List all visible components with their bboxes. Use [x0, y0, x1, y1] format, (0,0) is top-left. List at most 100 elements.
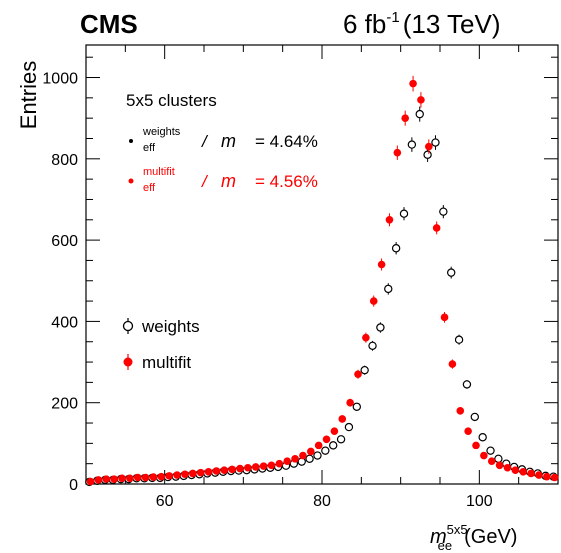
x-axis-label: m5x5 ee (GeV) — [430, 522, 517, 553]
data-point-weights — [384, 283, 393, 295]
data-point-multifit — [189, 469, 197, 478]
data-point-multifit — [244, 463, 252, 472]
data-point-weights — [336, 435, 346, 444]
data-point-weights — [494, 454, 503, 463]
data-point-weights — [407, 137, 417, 152]
data-point-multifit — [464, 427, 472, 435]
data-point-weights — [447, 266, 456, 279]
data-point-multifit — [133, 473, 142, 482]
data-point-weights — [344, 422, 354, 432]
data-point-multifit — [519, 468, 527, 476]
data-point-multifit — [141, 473, 150, 482]
legend-label-weights: weights — [141, 317, 200, 336]
data-point-multifit — [409, 75, 417, 92]
data-point-multifit — [220, 466, 229, 474]
data-point-multifit — [228, 465, 236, 474]
data-point-multifit — [440, 312, 449, 323]
data-point-multifit — [314, 441, 323, 450]
luminosity-label: 6 fb-1 (13 TeV) — [343, 9, 501, 39]
x-tick-label: 80 — [313, 493, 331, 510]
data-point-multifit — [291, 454, 299, 463]
luminosity-value: 6 fb — [343, 9, 386, 39]
data-point-weights — [431, 135, 440, 150]
data-point-multifit — [511, 466, 520, 474]
annotation-weights-slash: / — [201, 132, 209, 151]
data-point-multifit — [369, 295, 378, 307]
legend-item-weights: weights — [122, 317, 200, 336]
data-point-weights — [329, 441, 338, 450]
legend-item-multifit: multifit — [123, 353, 191, 372]
data-point-weights — [368, 340, 377, 351]
data-point-multifit — [86, 477, 95, 486]
data-point-multifit — [472, 441, 480, 450]
annotation-weights: weights eff / m = 4.64% — [129, 126, 318, 154]
data-point-weights — [399, 207, 409, 221]
annotation-multifit-sup: multifit — [143, 166, 175, 178]
data-point-multifit — [527, 469, 535, 478]
data-point-weights — [470, 412, 479, 422]
y-tick-label: 0 — [69, 477, 78, 494]
annotation-weights-marker — [129, 139, 133, 143]
annotation-multifit-slash: / — [201, 172, 209, 191]
data-point-multifit — [126, 474, 134, 483]
data-point-multifit — [94, 476, 103, 484]
y-axis-label: Entries — [16, 61, 41, 129]
data-point-multifit — [456, 407, 465, 415]
data-point-multifit — [236, 464, 244, 473]
y-tick-label: 200 — [51, 396, 78, 413]
data-point-multifit — [275, 459, 284, 468]
annotation-multifit-marker — [128, 178, 134, 184]
data-point-multifit — [322, 435, 331, 444]
data-point-weights — [360, 365, 369, 375]
x-axis-label-main: m — [430, 526, 447, 548]
data-point-multifit — [259, 462, 268, 470]
data-point-weights — [305, 454, 314, 463]
data-point-multifit — [346, 398, 354, 407]
data-point-multifit — [102, 475, 111, 483]
x-tick-label: 100 — [466, 493, 493, 510]
data-point-multifit — [283, 457, 292, 466]
data-point-multifit — [393, 145, 402, 160]
data-point-multifit — [299, 451, 307, 460]
data-point-weights — [391, 242, 401, 255]
data-point-multifit — [118, 474, 126, 483]
data-point-multifit — [417, 92, 425, 108]
plot-frame — [85, 44, 559, 485]
data-point-multifit — [157, 472, 166, 481]
data-point-multifit — [503, 463, 512, 472]
data-point-multifit — [149, 473, 158, 481]
legend-label-multifit: multifit — [142, 353, 191, 372]
x-axis-label-unit: (GeV) — [464, 526, 517, 548]
experiment-label: CMS — [80, 9, 138, 39]
data-point-weights — [454, 334, 464, 345]
annotation-weights-value: = 4.64% — [255, 132, 318, 151]
data-point-multifit — [487, 457, 496, 466]
annotation-weights-var: m — [221, 131, 236, 151]
data-point-multifit — [173, 471, 181, 479]
data-point-weights — [297, 457, 306, 466]
annotation-multifit-var: m — [221, 171, 236, 191]
data-point-multifit — [267, 461, 276, 470]
legend-marker-weights — [122, 320, 134, 332]
y-tick-label: 1000 — [42, 71, 78, 88]
data-point-multifit — [432, 221, 441, 235]
x-tick-label: 60 — [156, 493, 174, 510]
data-point-multifit — [196, 468, 205, 477]
data-point-multifit — [385, 213, 394, 227]
data-point-weights — [462, 380, 472, 389]
data-point-multifit — [110, 475, 118, 483]
data-point-multifit — [425, 139, 433, 154]
data-point-multifit — [330, 427, 339, 435]
x-axis-label-sup: 5x5 — [447, 522, 468, 537]
data-point-multifit — [251, 463, 260, 471]
data-point-multifit — [480, 451, 488, 460]
data-point-weights — [321, 446, 330, 455]
data-point-weights — [415, 106, 424, 122]
y-tick-label: 600 — [51, 233, 78, 250]
data-point-multifit — [377, 258, 386, 271]
data-point-multifit — [362, 332, 370, 343]
luminosity-energy: (13 TeV) — [403, 9, 501, 39]
data-point-multifit — [338, 415, 347, 423]
